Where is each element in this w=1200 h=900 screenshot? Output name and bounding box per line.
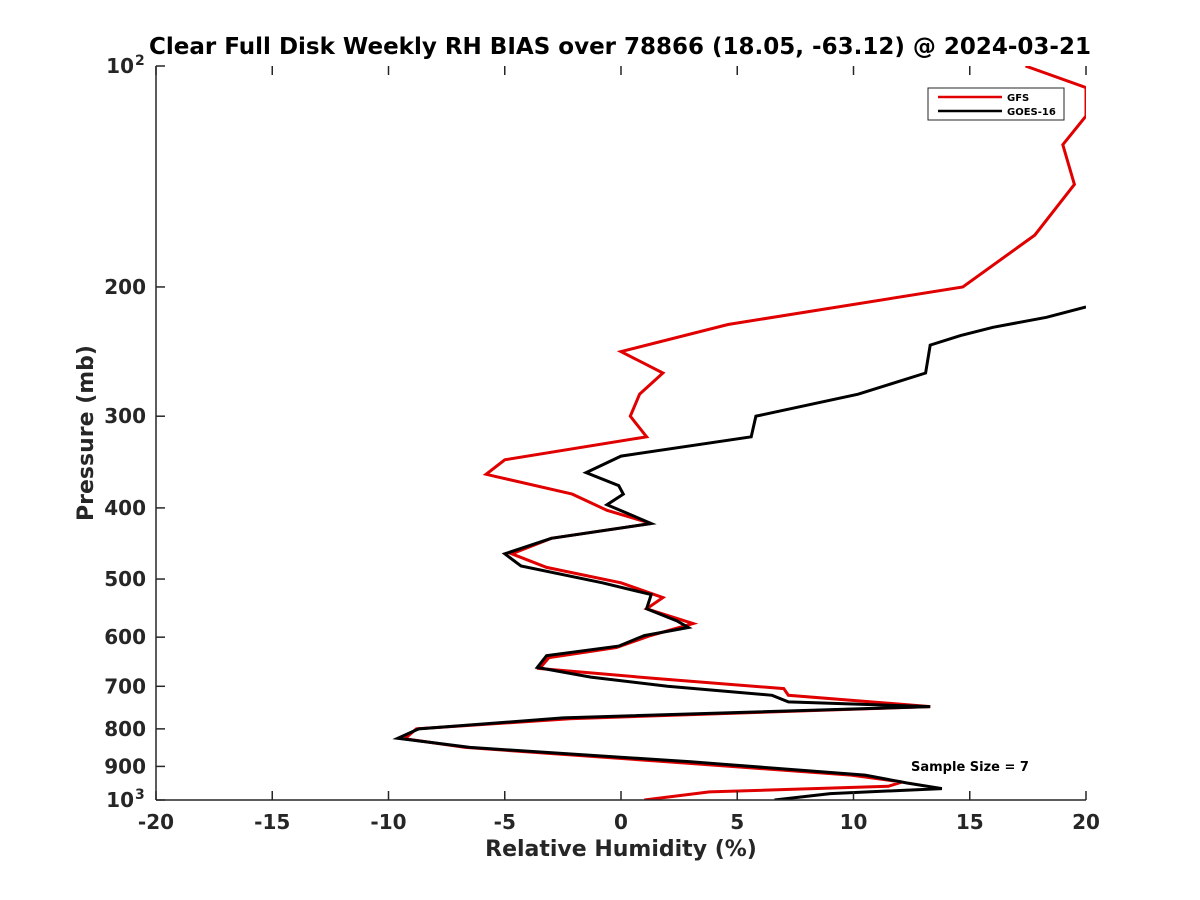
y-tick-label: 700 <box>104 674 146 698</box>
x-tick-label: -10 <box>370 810 406 834</box>
y-tick-label: 10 <box>106 54 134 78</box>
y-tick-label-exponent: 2 <box>135 53 145 69</box>
y-tick-label: 200 <box>104 275 146 299</box>
legend-box <box>927 87 1065 121</box>
x-tick-label: 10 <box>840 810 868 834</box>
x-tick-label: -20 <box>138 810 174 834</box>
y-tick-label: 800 <box>104 717 146 741</box>
x-tick-label: 0 <box>614 810 628 834</box>
legend-label: GOES-16 <box>1007 107 1056 118</box>
series-line-gfs <box>401 66 1086 800</box>
x-tick-label: -15 <box>254 810 290 834</box>
x-tick-label: -5 <box>494 810 516 834</box>
x-tick-label: 5 <box>730 810 744 834</box>
sample-size-annotation: Sample Size = 7 <box>911 760 1029 775</box>
legend: GFS GOES-16 <box>927 87 1065 121</box>
y-tick-label: 500 <box>104 567 146 591</box>
y-tick-label: 10 <box>106 788 134 812</box>
y-tick-label-exponent: 3 <box>135 787 145 803</box>
chart-title: Clear Full Disk Weekly RH BIAS over 7886… <box>149 34 1091 60</box>
x-ticks: -20 -15 -10 -5 0 5 10 15 20 <box>138 66 1100 834</box>
y-tick-label: 300 <box>104 404 146 428</box>
series-group <box>392 66 1086 800</box>
y-axis-label: Pressure (mb) <box>74 345 99 521</box>
x-tick-label: 15 <box>956 810 984 834</box>
y-tick-label: 900 <box>104 754 146 778</box>
series-line-goes-16 <box>392 305 1086 800</box>
y-tick-label: 400 <box>104 496 146 520</box>
y-tick-label: 600 <box>104 625 146 649</box>
x-axis-label: Relative Humidity (%) <box>485 837 757 862</box>
legend-label: GFS <box>1007 93 1029 104</box>
x-tick-label: 20 <box>1072 810 1100 834</box>
